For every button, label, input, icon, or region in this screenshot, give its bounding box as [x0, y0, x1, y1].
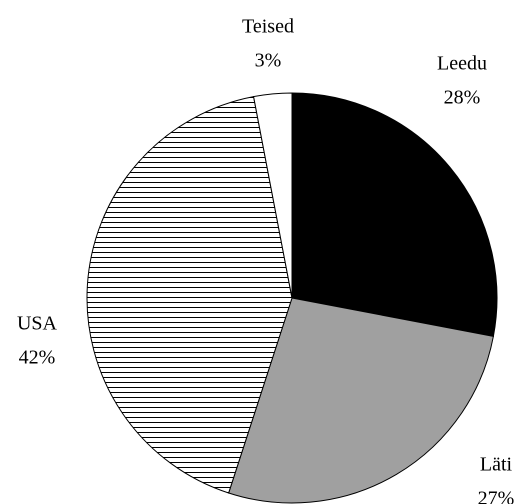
- pie-slice: [228, 297, 494, 504]
- pie-slice: [253, 92, 293, 299]
- slice-label: Teised: [242, 16, 294, 38]
- slice-value-label: 28%: [444, 87, 481, 109]
- slice-label: Läti: [480, 454, 513, 476]
- slice-label: USA: [17, 313, 58, 335]
- pie-slice: [86, 96, 293, 494]
- slice-label: Leedu: [437, 53, 487, 75]
- slice-value-label: 3%: [255, 50, 282, 72]
- slice-value-label: 27%: [478, 488, 515, 504]
- pie-slice: [291, 92, 498, 337]
- slice-value-label: 42%: [19, 347, 56, 369]
